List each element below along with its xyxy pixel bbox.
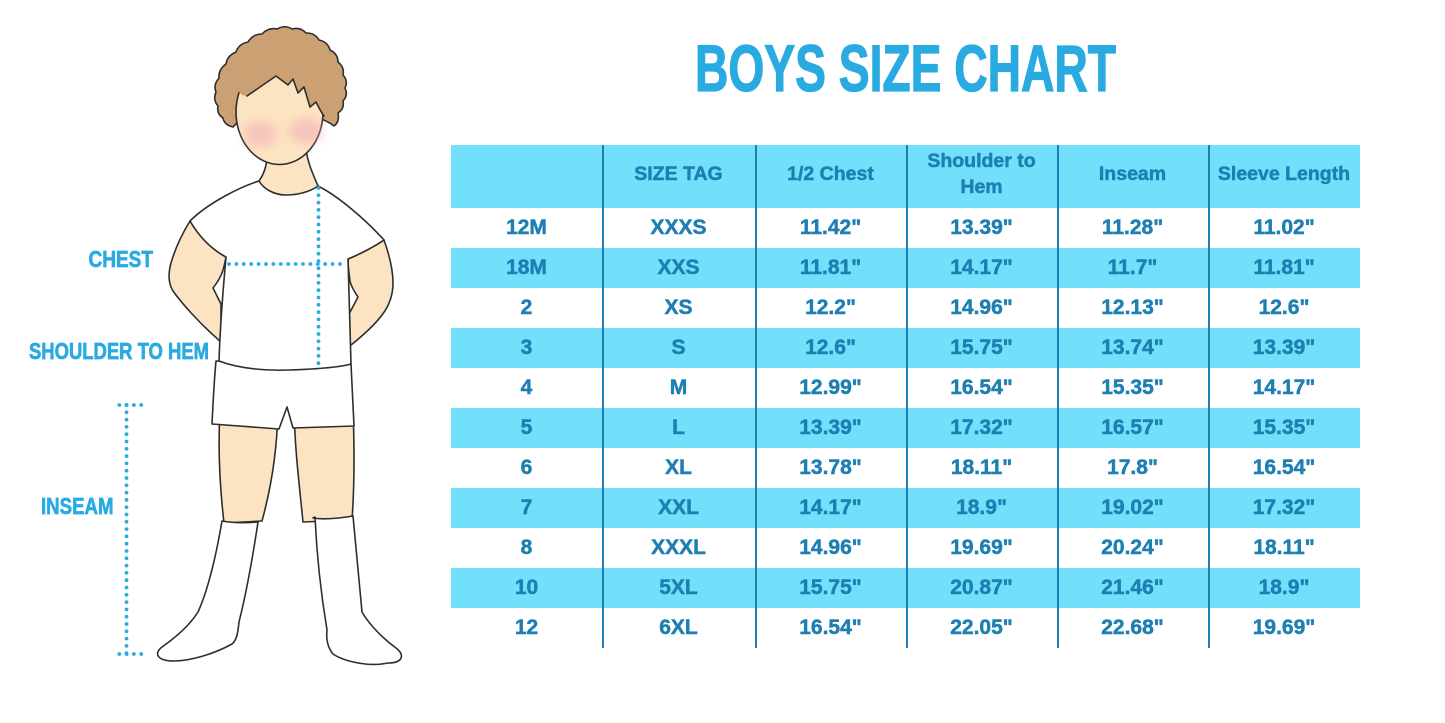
svg-text:INSEAM: INSEAM <box>41 493 114 519</box>
svg-text:SHOULDER TO HEM: SHOULDER TO HEM <box>29 338 209 364</box>
svg-text:CHEST: CHEST <box>89 246 154 272</box>
